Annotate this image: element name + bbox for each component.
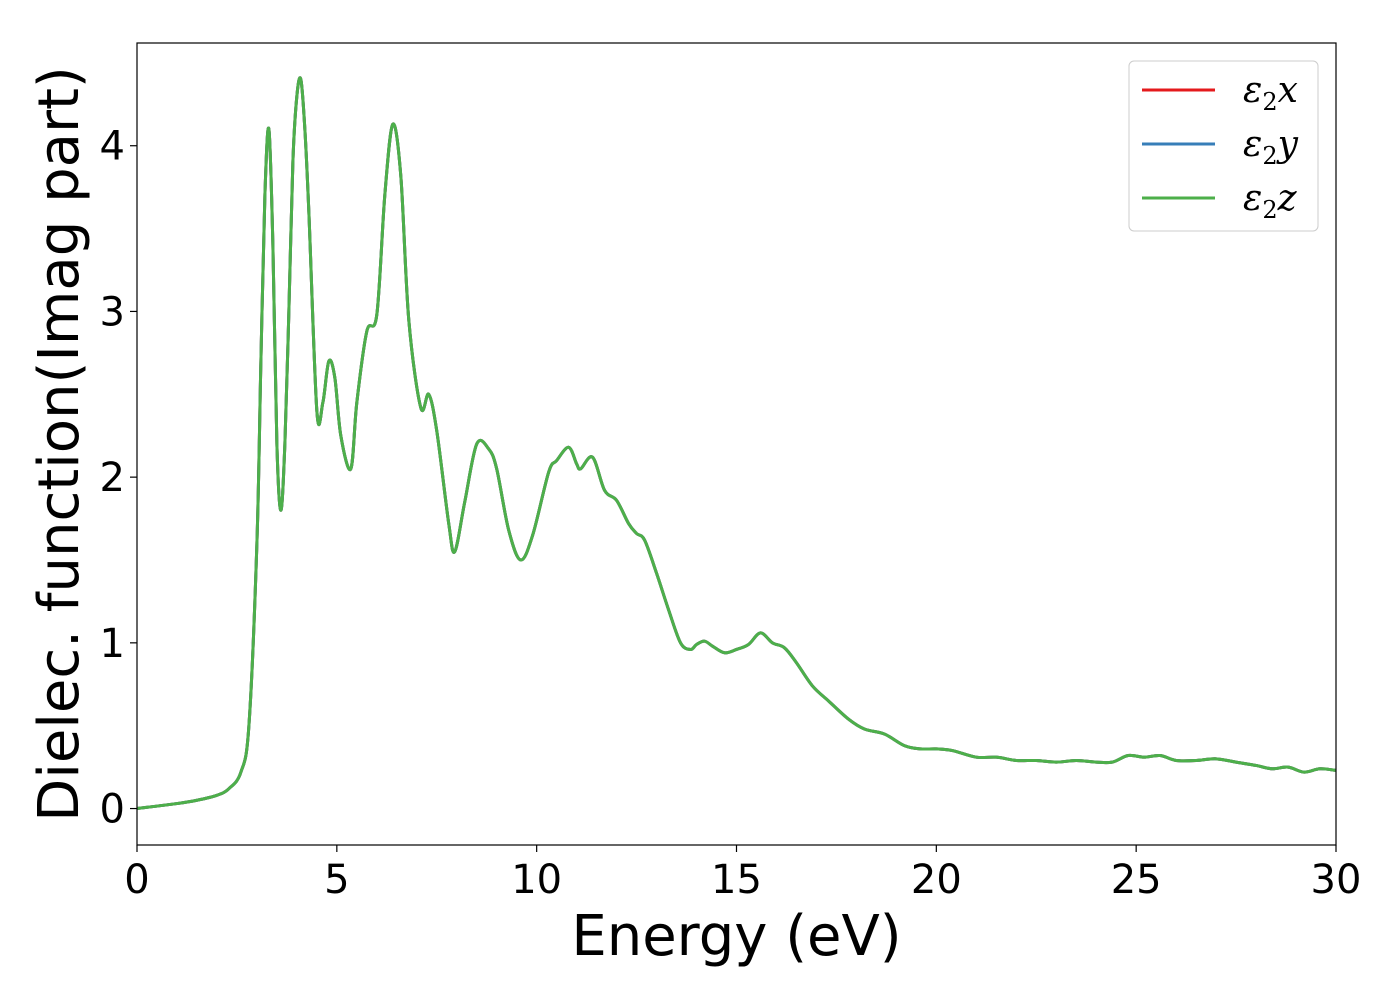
y-tick-label: 4: [100, 124, 125, 170]
y-tick-label: 1: [100, 621, 125, 667]
y-tick-label: 3: [100, 289, 125, 335]
x-axis-title: Energy (eV): [571, 904, 901, 969]
legend-box: [1128, 60, 1319, 232]
x-tick-label: 25: [1111, 857, 1162, 903]
legend: ε2x ε2y ε2z: [1128, 60, 1319, 232]
x-tick-label: 5: [324, 857, 349, 903]
y-tick-label: 0: [100, 787, 125, 833]
x-tick-label: 20: [911, 857, 962, 903]
legend-label: ε2x: [1243, 70, 1298, 116]
y-axis-title: Dielec. function(Imag part): [27, 66, 92, 822]
x-tick-label: 15: [711, 857, 762, 903]
y-tick-label: 2: [100, 455, 125, 501]
legend-label: ε2y: [1243, 124, 1299, 170]
y-axis-ticks: 0 1 2 3 4: [100, 124, 137, 833]
x-tick-label: 0: [124, 857, 149, 903]
legend-label: ε2z: [1243, 178, 1298, 224]
x-axis-ticks: 0 5 10 15 20 25 30: [124, 845, 1361, 903]
x-tick-label: 30: [1311, 857, 1362, 903]
x-tick-label: 10: [511, 857, 562, 903]
series-line-3: [136, 76, 1337, 811]
series-layer: [136, 76, 1337, 811]
